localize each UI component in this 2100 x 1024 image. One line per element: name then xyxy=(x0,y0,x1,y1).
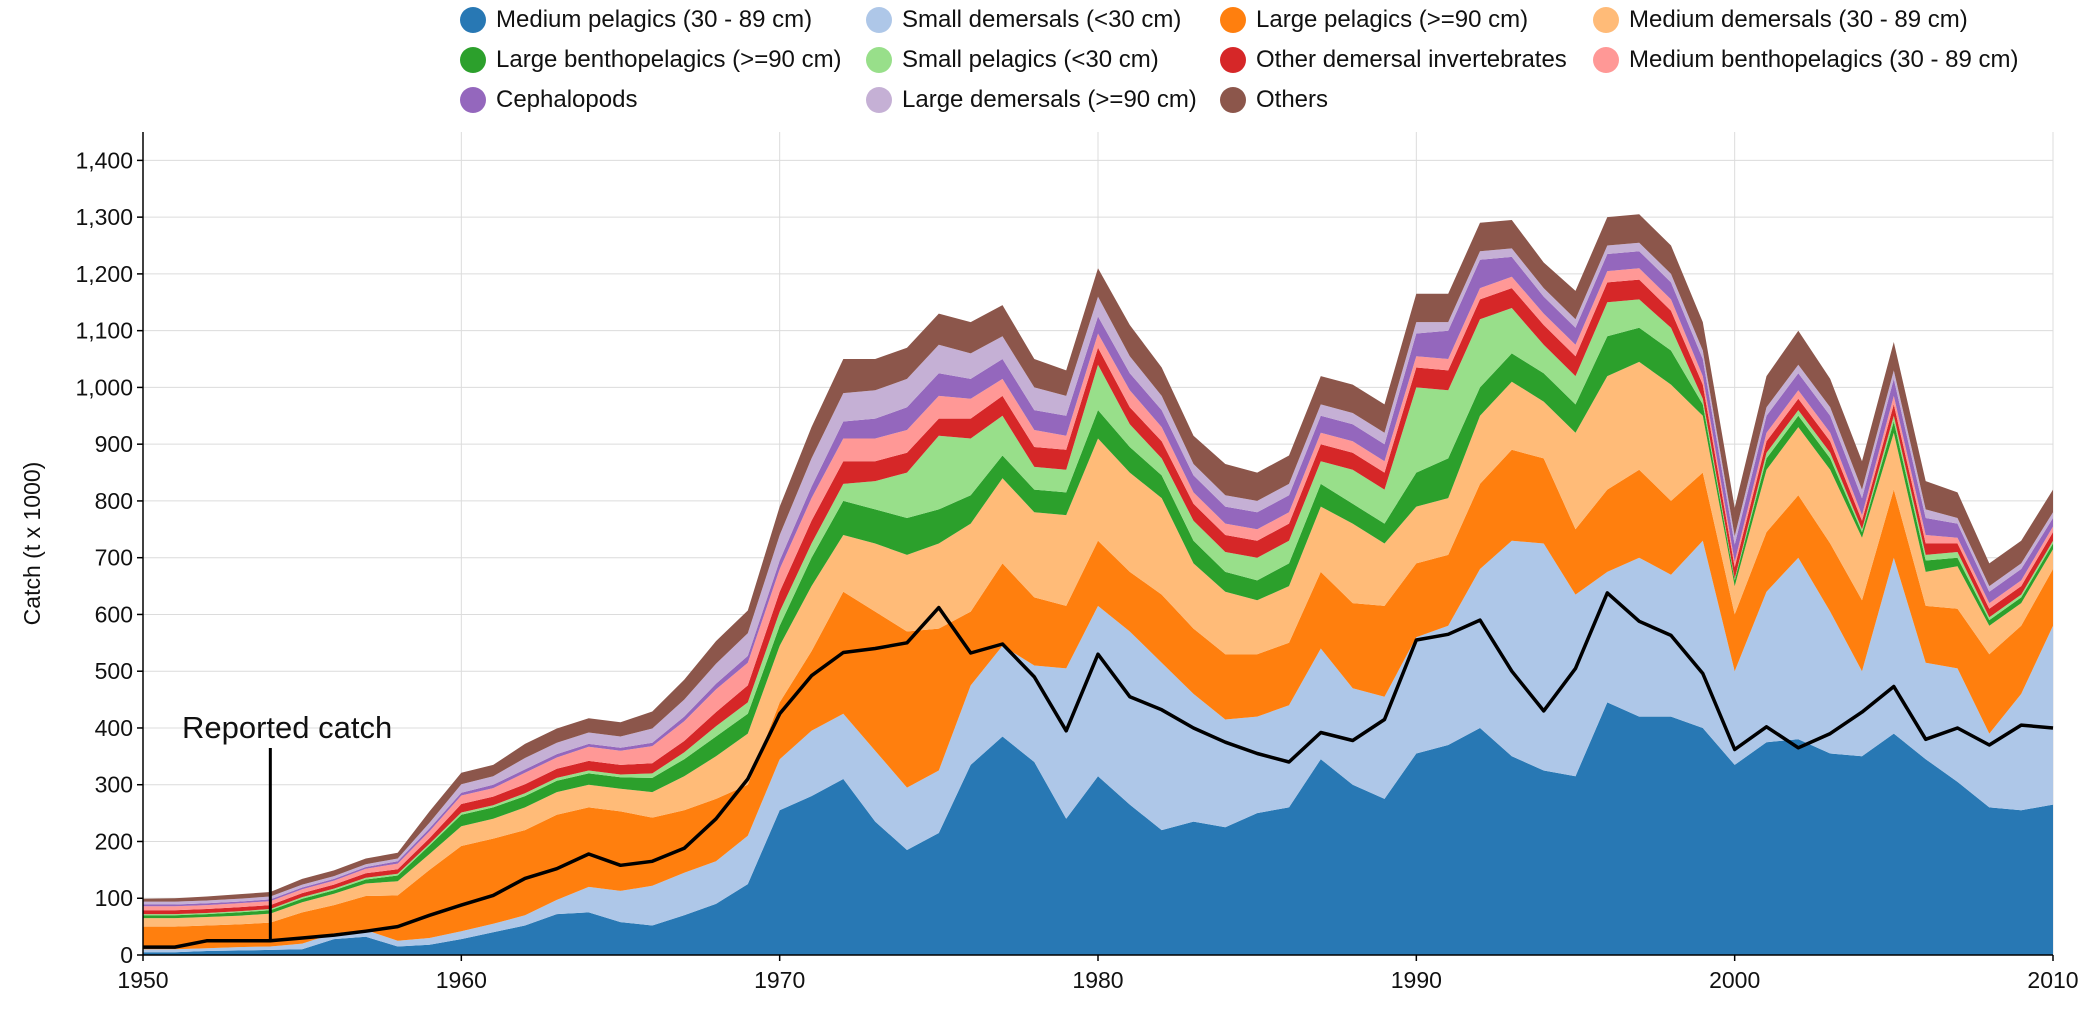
legend-label: Large benthopelagics (>=90 cm) xyxy=(496,46,842,73)
legend-item-small-demersals-30-cm: Small demersals (<30 cm) xyxy=(866,6,1181,34)
legend-swatch xyxy=(1220,47,1246,73)
y-tick-label: 1,400 xyxy=(75,147,133,173)
legend-swatch xyxy=(460,87,486,113)
legend-swatch xyxy=(866,47,892,73)
area-medium-pelagics-30-89-cm xyxy=(143,702,2053,955)
x-tick-label: 1970 xyxy=(754,967,805,993)
legend-item-other-demersal-invertebrates: Other demersal invertebrates xyxy=(1220,46,1567,74)
stacked-areas xyxy=(143,214,2053,955)
y-tick-label: 1,300 xyxy=(75,204,133,230)
legend-swatch xyxy=(460,47,486,73)
legend-label: Large pelagics (>=90 cm) xyxy=(1256,6,1529,33)
legend-label: Other demersal invertebrates xyxy=(1256,46,1567,73)
annotations: Reported catch xyxy=(182,710,392,941)
y-tick-label: 400 xyxy=(95,715,133,741)
x-tick-label: 2010 xyxy=(2027,967,2078,993)
y-tick-label: 900 xyxy=(95,431,133,457)
legend-swatch xyxy=(1220,7,1246,33)
legend-item-others: Others xyxy=(1220,86,1328,114)
x-tick-label: 1950 xyxy=(117,967,168,993)
y-axis-title: Catch (t x 1000) xyxy=(19,462,45,626)
y-tick-label: 700 xyxy=(95,545,133,571)
y-tick-label: 500 xyxy=(95,658,133,684)
y-tick-label: 1,000 xyxy=(75,374,133,400)
legend-label: Cephalopods xyxy=(496,86,638,113)
area-large-pelagics-90-cm xyxy=(143,449,2053,950)
legend-label: Others xyxy=(1256,86,1329,113)
legend-item-large-pelagics-90-cm: Large pelagics (>=90 cm) xyxy=(1220,6,1528,34)
y-tick-label: 300 xyxy=(95,772,133,798)
legend-item-large-demersals-90-cm: Large demersals (>=90 cm) xyxy=(866,86,1197,114)
legend-item-medium-benthopelagics-30-89-cm: Medium benthopelagics (30 - 89 cm) xyxy=(1593,46,2019,74)
y-tick-label: 1,200 xyxy=(75,261,133,287)
legend-swatch xyxy=(1593,7,1619,33)
reported-catch-label: Reported catch xyxy=(182,710,392,745)
legend-label: Medium demersals (30 - 89 cm) xyxy=(1629,6,1968,33)
x-tick-label: 1960 xyxy=(436,967,487,993)
legend-swatch xyxy=(1220,87,1246,113)
reported-catch-layer xyxy=(143,591,2054,949)
legend-item-large-benthopelagics-90-cm: Large benthopelagics (>=90 cm) xyxy=(460,46,842,74)
legend-swatch xyxy=(1593,47,1619,73)
y-tick-label: 200 xyxy=(95,828,133,854)
legend-label: Medium pelagics (30 - 89 cm) xyxy=(496,6,813,33)
legend-swatch xyxy=(866,87,892,113)
legend-label: Medium benthopelagics (30 - 89 cm) xyxy=(1629,46,2019,73)
y-tick-label: 1,100 xyxy=(75,318,133,344)
area-large-demersals-90-cm xyxy=(143,242,2053,905)
legend-label: Large demersals (>=90 cm) xyxy=(902,86,1197,113)
y-tick-label: 0 xyxy=(120,942,133,968)
legend-label: Small demersals (<30 cm) xyxy=(902,6,1182,33)
area-medium-demersals-30-89-cm xyxy=(143,361,2053,927)
y-tick-label: 100 xyxy=(95,885,133,911)
x-tick-label: 2000 xyxy=(1709,967,1760,993)
x-tick-label: 1980 xyxy=(1072,967,1123,993)
legend-item-medium-demersals-30-89-cm: Medium demersals (30 - 89 cm) xyxy=(1593,6,1968,34)
y-tick-label: 600 xyxy=(95,601,133,627)
legend-item-medium-pelagics-30-89-cm: Medium pelagics (30 - 89 cm) xyxy=(460,6,812,34)
legend-swatch xyxy=(866,7,892,33)
legend-swatch xyxy=(460,7,486,33)
chart-legend: Medium pelagics (30 - 89 cm) Small demers… xyxy=(460,6,2100,126)
legend-item-cephalopods: Cephalopods xyxy=(460,86,637,114)
legend-label: Small pelagics (<30 cm) xyxy=(902,46,1159,73)
area-others xyxy=(143,214,2053,902)
area-small-demersals-30-cm xyxy=(143,540,2053,953)
x-tick-label: 1990 xyxy=(1391,967,1442,993)
reported-catch-line xyxy=(143,591,2054,949)
y-tick-label: 800 xyxy=(95,488,133,514)
legend-item-small-pelagics-30-cm: Small pelagics (<30 cm) xyxy=(866,46,1159,74)
axes: 0 100 200 300 400 500 600 700 800 900 1,000 1,100 1,… xyxy=(19,132,2079,993)
